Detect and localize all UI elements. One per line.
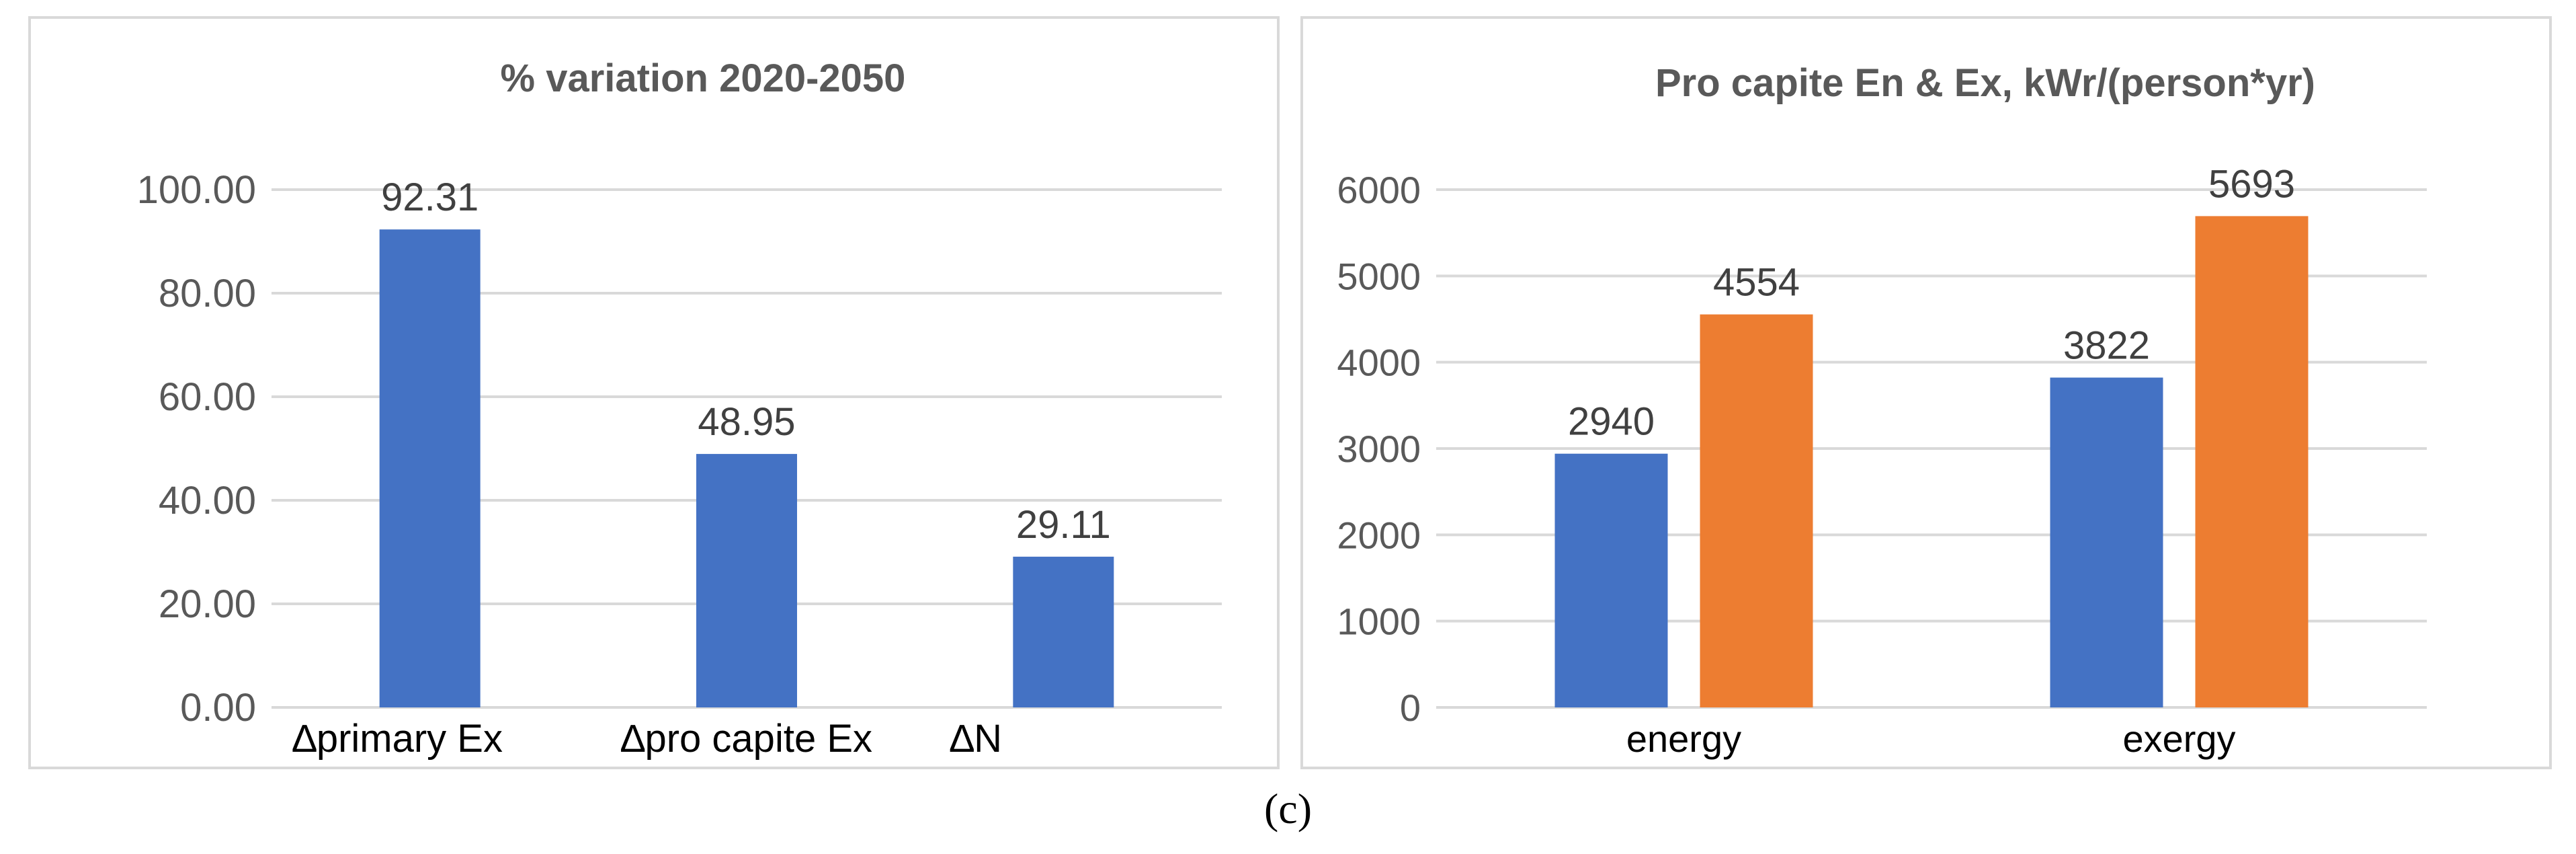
data-label: 5693: [2208, 162, 2295, 206]
data-label: 29.11: [1016, 503, 1111, 547]
y-tick-label: 0.00: [180, 686, 256, 730]
y-tick-label: 20.00: [159, 582, 256, 626]
chart-title: Pro capite En & Ex, kWr/(person*yr): [1655, 61, 2315, 105]
x-tick-label: ∆N: [950, 717, 1002, 761]
chart-left-svg: % variation 2020-2050 0.00 20.00 40.00 60.0…: [137, 56, 1222, 761]
y-tick-label: 3000: [1337, 428, 1421, 470]
y-tick-label: 1000: [1337, 600, 1421, 643]
bar: [379, 229, 481, 707]
y-tick-label: 100.00: [137, 168, 256, 212]
y-tick-label: 6000: [1337, 169, 1421, 211]
y-tick-label: 5000: [1337, 255, 1421, 297]
bar: [2050, 377, 2163, 707]
chart-right-svg: Pro capite En & Ex, kWr/(person*yr) 0 100…: [1337, 61, 2427, 760]
bar: [1013, 556, 1114, 707]
x-tick-label: ∆pro capite Ex: [621, 717, 872, 761]
y-tick-label: 4000: [1337, 342, 1421, 384]
data-label: 3822: [2063, 324, 2150, 368]
y-tick-label: 0: [1400, 687, 1421, 729]
figure-label: (c): [1263, 785, 1313, 832]
y-tick-label: 60.00: [159, 375, 256, 419]
bar: [1554, 453, 1668, 707]
y-tick-label: 80.00: [159, 272, 256, 315]
x-tick-label: exergy: [2122, 717, 2235, 760]
data-label: 2940: [1568, 400, 1655, 444]
x-tick-label: energy: [1626, 717, 1741, 760]
bar: [1700, 314, 1813, 707]
bar: [2195, 216, 2309, 708]
chart-panel-left: % variation 2020-2050 0.00 20.00 40.00 60.0…: [28, 16, 1280, 769]
chart-panel-right: Pro capite En & Ex, kWr/(person*yr) 0 100…: [1300, 16, 2552, 769]
data-label: 48.95: [698, 400, 795, 444]
data-label: 4554: [1713, 261, 1800, 305]
chart-title: % variation 2020-2050: [501, 56, 906, 100]
y-tick-label: 40.00: [159, 479, 256, 522]
bar: [696, 454, 797, 707]
y-tick-label: 2000: [1337, 514, 1421, 556]
data-label: 92.31: [381, 176, 479, 219]
x-tick-label: ∆primary Ex: [292, 717, 503, 761]
